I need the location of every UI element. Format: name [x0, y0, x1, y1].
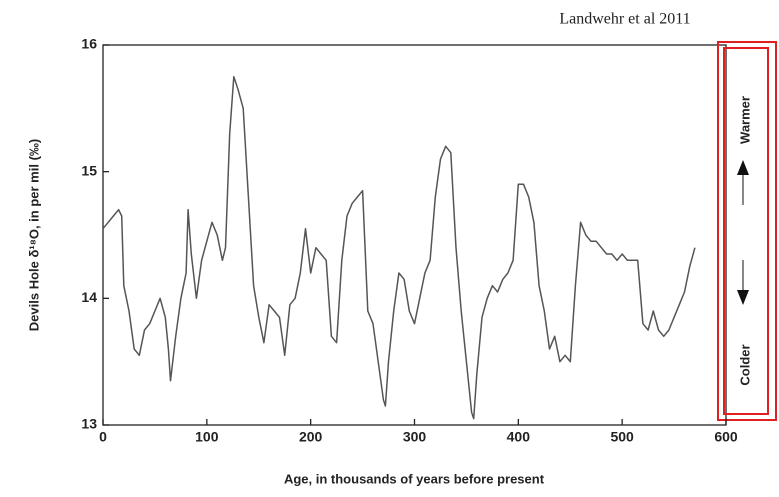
y-tick-label: 13: [81, 416, 97, 432]
warmer-label: Warmer: [737, 96, 752, 144]
highlight-box: [717, 41, 777, 421]
x-tick-label: 600: [714, 429, 738, 445]
highlight-box: [723, 47, 769, 415]
x-tick-label: 200: [299, 429, 323, 445]
x-tick-label: 500: [610, 429, 634, 445]
y-tick-label: 15: [81, 162, 97, 178]
arrow-head: [737, 290, 749, 305]
colder-label: Colder: [737, 344, 752, 385]
data-line: [102, 75, 696, 420]
y-tick-label: 16: [81, 36, 97, 52]
x-tick-label: 100: [195, 429, 219, 445]
y-axis-label: Devils Hole δ¹⁸O, in per mil (‰): [26, 139, 41, 331]
y-tick-label: 14: [81, 289, 97, 305]
arrow-head: [737, 160, 749, 175]
x-tick-label: 400: [507, 429, 531, 445]
plot-frame: [102, 44, 727, 426]
x-tick-label: 0: [99, 429, 107, 445]
source-note: Landwehr et al 2011: [559, 11, 690, 28]
x-tick-label: 300: [403, 429, 427, 445]
x-axis-label: Age, in thousands of years before presen…: [284, 471, 545, 486]
